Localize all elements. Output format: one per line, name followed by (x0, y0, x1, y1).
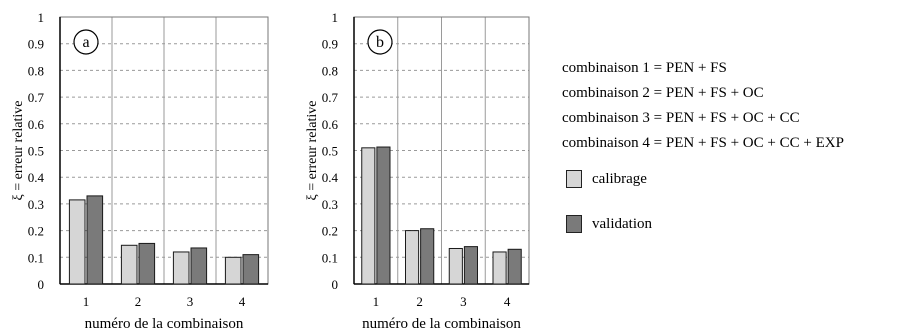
panel-a-y-tick-label: 0 (38, 277, 45, 292)
panel-b-y-tick-label: 0.3 (322, 197, 338, 212)
panel-a-y-tick-label: 0.3 (28, 197, 44, 212)
panel-a-y-tick-label: 0.2 (28, 224, 44, 239)
legend-label-calibrage: calibrage (592, 171, 647, 187)
panel-b-x-tick-label: 4 (504, 294, 511, 309)
panel-a-y-tick-label: 1 (38, 10, 45, 25)
panel-b-y-tick-label: 0.8 (322, 63, 338, 78)
panel-a-x-tick-label: 4 (239, 294, 246, 309)
panel-b-y-tick-label: 0.2 (322, 224, 338, 239)
panel-b-y-axis-label: ξ = erreur relative (305, 100, 320, 200)
panel-a-bar-validation-3 (190, 247, 208, 285)
panel-b-y-tick-label: 0.6 (322, 117, 339, 132)
combination-4-text: combinaison 4 = PEN + FS + OC + CC + EXP (562, 135, 844, 151)
panel-b-y-tick-label: 0.7 (322, 90, 339, 105)
panel-b-x-tick-label: 3 (460, 294, 467, 309)
panel-a-bar-calibrage-2 (120, 244, 138, 285)
legend-label-validation: validation (592, 216, 652, 232)
panel-a-label: a (82, 34, 89, 51)
panel-b-x-tick-label: 2 (416, 294, 423, 309)
panel-a-bar-validation-4 (242, 254, 260, 285)
panel-a-x-tick-label: 3 (187, 294, 194, 309)
panel-b-bar-validation-4 (507, 248, 522, 285)
combination-2-text: combinaison 2 = PEN + FS + OC (562, 85, 764, 101)
panel-b-y-tick-label: 0.5 (322, 144, 338, 159)
panel-a-y-tick-label: 0.1 (28, 250, 44, 265)
panel-a-y-tick-label: 0.6 (28, 117, 45, 132)
panel-b-y-tick-label: 0.1 (322, 250, 338, 265)
combination-1-text: combinaison 1 = PEN + FS (562, 60, 727, 76)
panel-a-label-circle (73, 29, 99, 55)
panel-b-bar-calibrage-2 (405, 230, 420, 285)
panel-b-y-tick-label: 0.4 (322, 170, 339, 185)
panel-a-bar-calibrage-4 (224, 256, 242, 285)
combination-3-text: combinaison 3 = PEN + FS + OC + CC (562, 110, 800, 126)
panel-a-x-tick-label: 2 (135, 294, 142, 309)
panel-b-bar-validation-3 (463, 246, 478, 285)
panel-a-bar-calibrage-3 (172, 251, 190, 285)
panel-b-y-tick-label: 1 (332, 10, 339, 25)
panel-b-bar-validation-2 (420, 228, 435, 285)
legend-item-validation: validation (562, 215, 907, 239)
panel-b-bar-calibrage-4 (492, 251, 507, 285)
panel-b-y-tick-label: 0.9 (322, 37, 338, 52)
panel-a-x-axis-label: numéro de la combinaison (85, 316, 244, 332)
panel-b-label-circle (367, 29, 393, 55)
panel-b-bar-calibrage-3 (448, 247, 463, 285)
legend-item-calibrage: calibrage (562, 170, 907, 194)
panel-b-y-tick-label: 0 (332, 277, 339, 292)
panel-b-label: b (376, 34, 384, 51)
panel-a-y-tick-label: 0.9 (28, 37, 44, 52)
panel-a-bar-validation-1 (86, 195, 104, 285)
panel-a-x-tick-label: 1 (83, 294, 90, 309)
legend-swatch-calibrage (566, 170, 582, 188)
panel-b-x-tick-label: 1 (373, 294, 380, 309)
panel-b-x-axis-label: numéro de la combinaison (362, 316, 521, 332)
panel-a-y-tick-label: 0.7 (28, 90, 45, 105)
panel-a-y-tick-label: 0.5 (28, 144, 44, 159)
panel-a-bar-validation-2 (138, 242, 156, 285)
legend-swatch-validation (566, 215, 582, 233)
panel-a-y-axis-label: ξ = erreur relative (11, 100, 26, 200)
panel-b-bar-calibrage-1 (361, 147, 376, 285)
panel-a-y-tick-label: 0.8 (28, 63, 44, 78)
panel-a-y-tick-label: 0.4 (28, 170, 45, 185)
panel-b-bar-validation-1 (376, 146, 391, 285)
panel-a-bar-calibrage-1 (68, 199, 86, 285)
legend-block: combinaison 1 = PEN + FS combinaison 2 =… (562, 56, 907, 239)
